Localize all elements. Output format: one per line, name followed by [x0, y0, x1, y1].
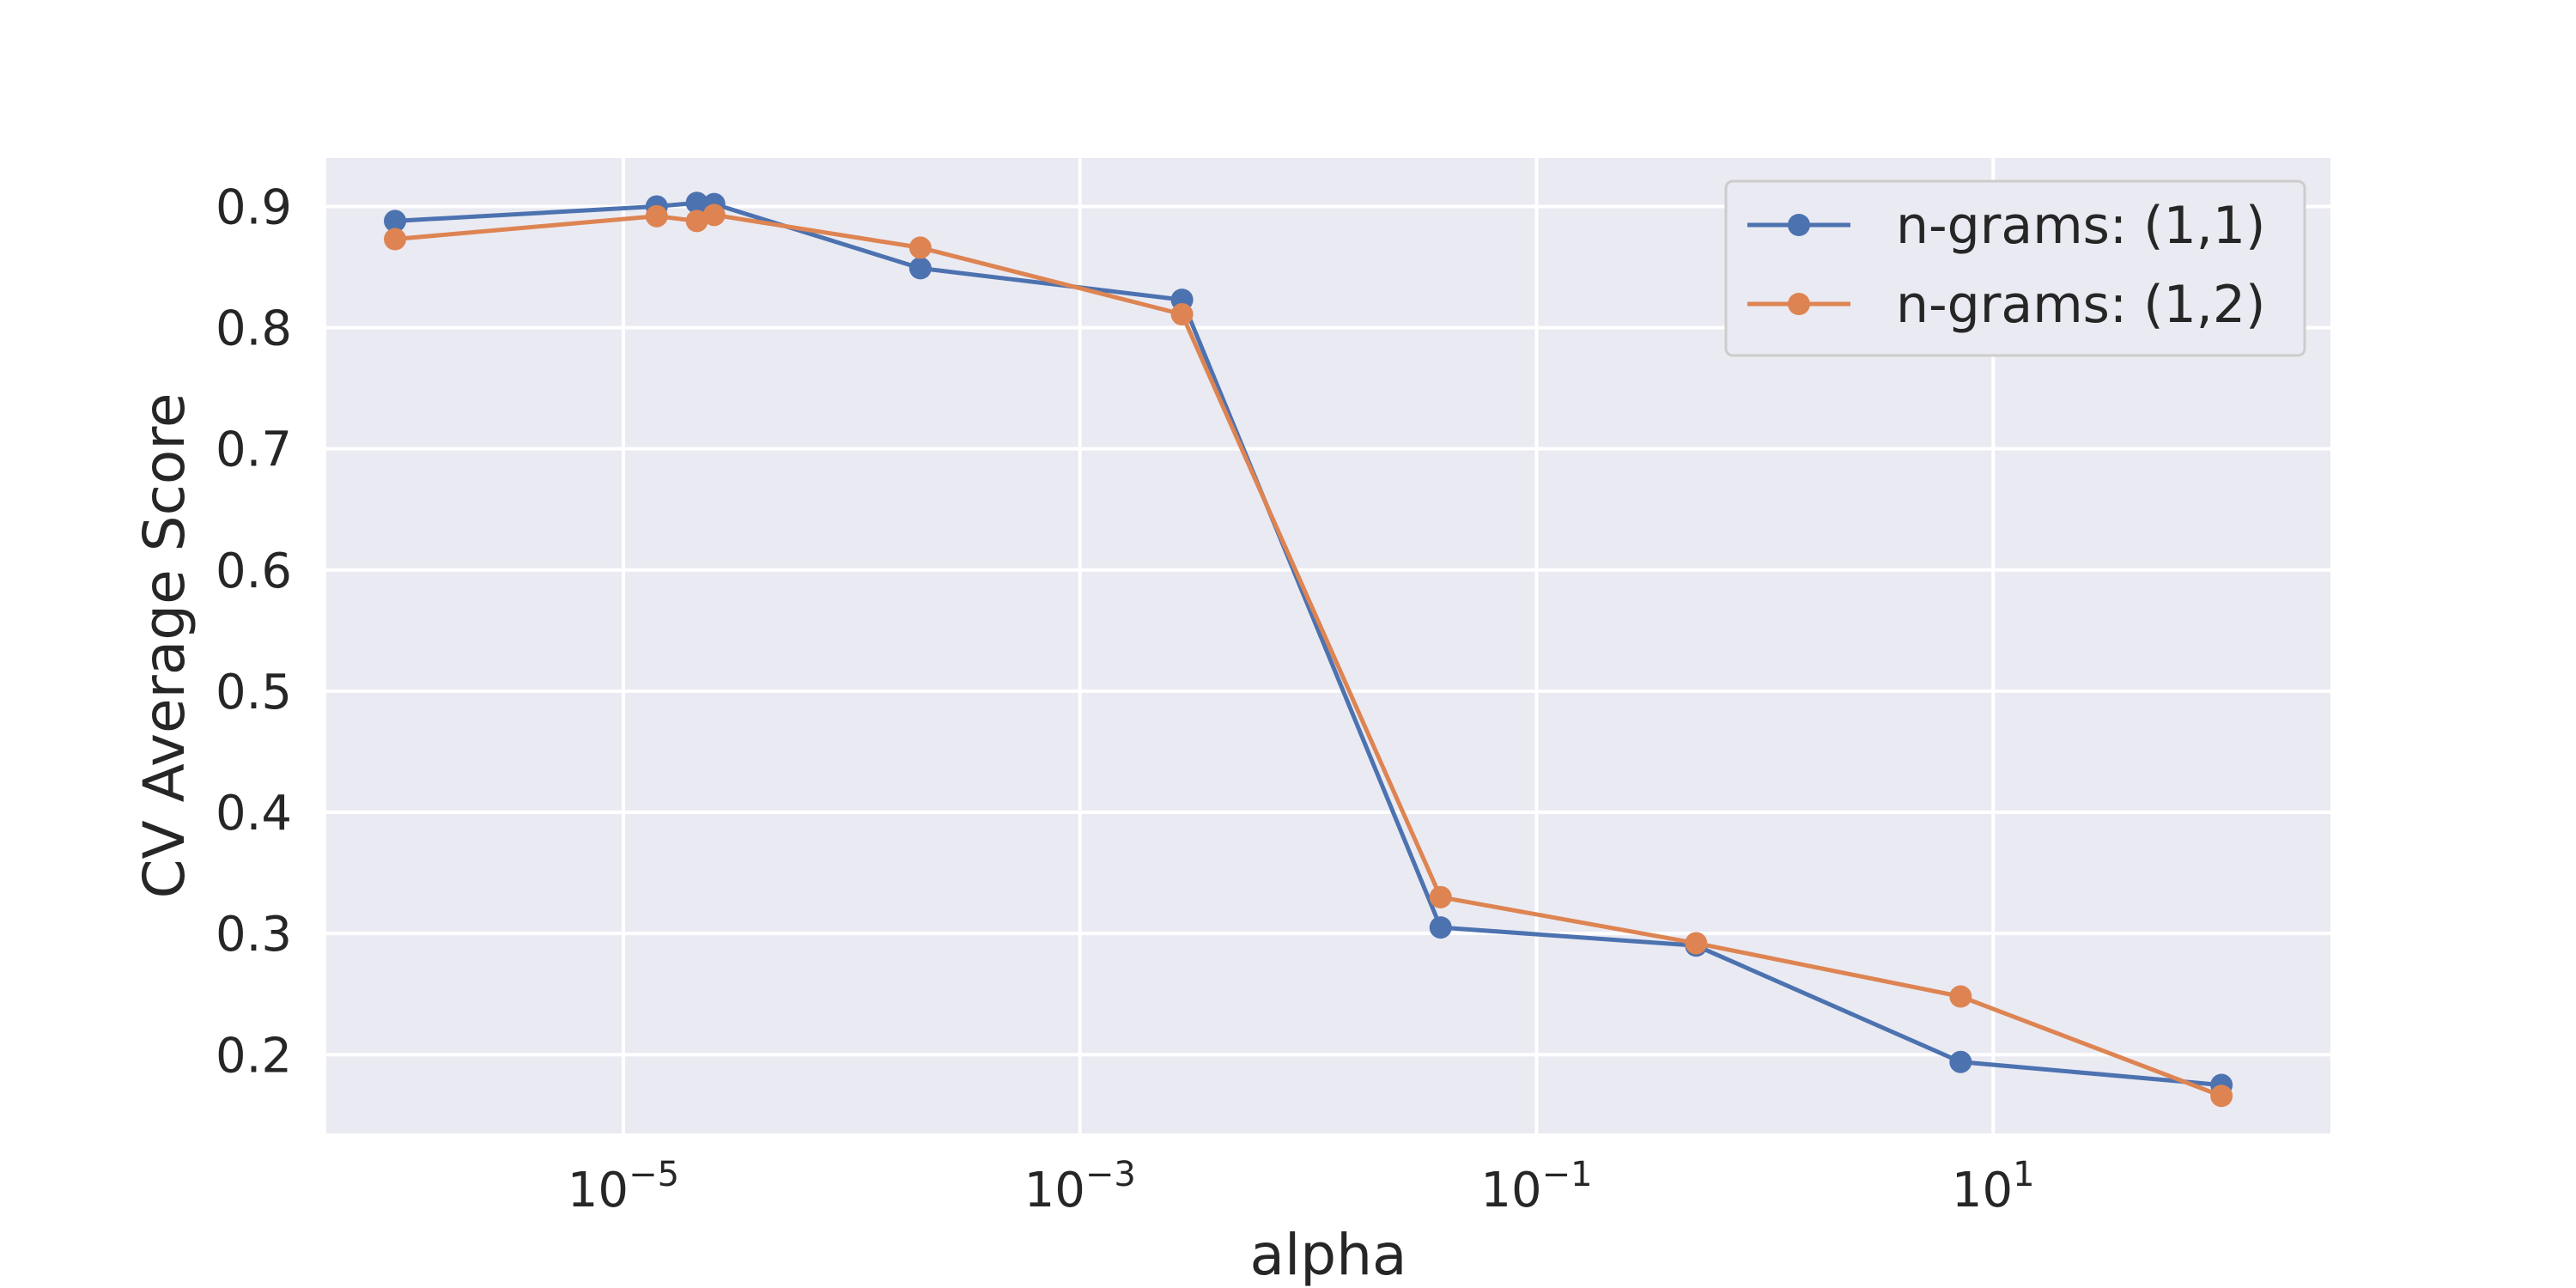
series-1-point — [908, 257, 932, 280]
series-2-line — [394, 212, 2222, 1098]
series-2 — [384, 204, 2233, 1108]
series-2-point — [2210, 1084, 2233, 1108]
series-2-point — [908, 236, 932, 259]
series-2-point — [685, 210, 708, 233]
x-tick-base: 10 — [1480, 1163, 1541, 1218]
x-tick-exponent: −1 — [1542, 1155, 1593, 1194]
x-tick-label: 10−1 — [1480, 1155, 1592, 1218]
y-axis-label: CV Average Score — [131, 392, 197, 898]
legend-label: n-grams: (1,1) — [1896, 196, 2265, 256]
x-tick-exponent: −5 — [629, 1155, 679, 1194]
x-axis-ticks: 10−5 10−3 10−1 101 — [568, 1155, 2035, 1218]
y-axis-ticks: 0.2 0.3 0.4 0.5 0.6 0.7 0.8 0.9 — [216, 179, 292, 1084]
series-1-point — [685, 191, 708, 215]
legend-box — [1724, 179, 2306, 357]
x-tick-exponent: −3 — [1085, 1155, 1136, 1194]
series-1-point — [384, 210, 407, 233]
series-1-point — [1949, 1050, 1972, 1073]
series-2-point — [645, 204, 668, 228]
y-tick-label: 0.4 — [216, 786, 292, 841]
x-tick-label: 10−5 — [568, 1155, 679, 1218]
legend-label: n-grams: (1,2) — [1896, 275, 2265, 335]
x-tick-base: 10 — [1952, 1163, 2013, 1218]
y-tick-label: 0.5 — [216, 665, 292, 720]
y-tick-label: 0.2 — [216, 1028, 292, 1084]
y-tick-label: 0.8 — [216, 301, 292, 357]
series-2-point — [1170, 303, 1194, 326]
series-2-point — [1949, 985, 1972, 1008]
series-1-line — [394, 200, 2222, 1088]
legend-swatch-marker — [1788, 293, 1810, 315]
y-tick-label: 0.9 — [216, 179, 292, 235]
series-2-point — [1429, 885, 1452, 908]
series-group — [384, 191, 2233, 1108]
y-tick-label: 0.3 — [216, 907, 292, 963]
series-2-point — [1685, 932, 1708, 955]
legend-swatch-marker — [1788, 214, 1810, 236]
legend: n-grams: (1,1) n-grams: (1,2) — [1724, 179, 2306, 357]
x-tick-base: 10 — [1024, 1163, 1085, 1218]
x-tick-exponent: 1 — [2013, 1155, 2034, 1194]
x-tick-base: 10 — [568, 1163, 629, 1218]
x-tick-label: 101 — [1952, 1155, 2035, 1218]
x-axis-label: alpha — [1250, 1222, 1407, 1288]
y-tick-label: 0.7 — [216, 422, 292, 478]
series-2-point — [384, 228, 407, 251]
x-tick-label: 10−3 — [1024, 1155, 1136, 1218]
y-tick-label: 0.6 — [216, 544, 292, 599]
series-2-point — [702, 204, 726, 227]
series-1-point — [1429, 916, 1452, 939]
